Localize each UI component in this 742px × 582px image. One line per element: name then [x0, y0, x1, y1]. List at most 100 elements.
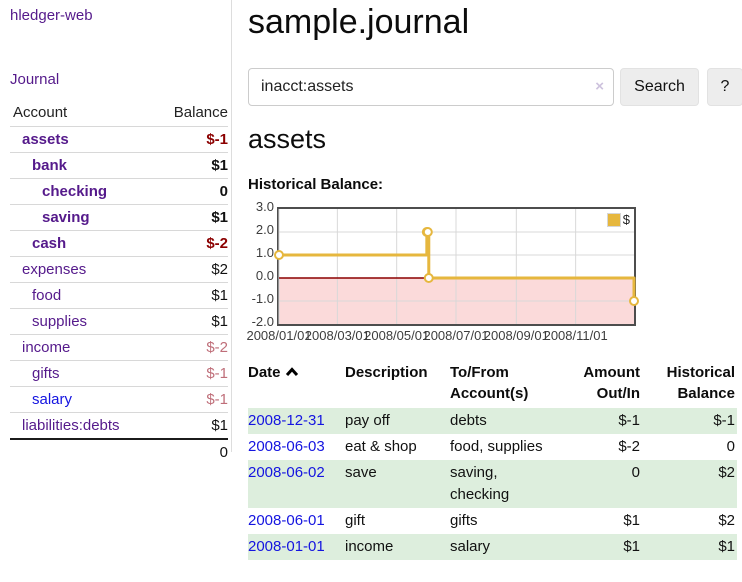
amount-cell: $-2 — [618, 438, 640, 455]
description-cell: pay off — [345, 412, 390, 429]
y-axis-label: -2.0 — [251, 314, 274, 329]
account-row: checking 0 — [10, 178, 228, 204]
chart-title: Historical Balance: — [248, 176, 384, 193]
account-link[interactable]: saving — [42, 209, 90, 226]
account-link[interactable]: salary — [32, 391, 73, 408]
accounts-cell: food, supplies — [450, 438, 543, 455]
accounts-cell: debts — [450, 412, 487, 429]
account-balance: $-2 — [206, 339, 228, 356]
account-link[interactable]: liabilities:debts — [22, 417, 120, 434]
transaction-date-link[interactable]: 2008-06-02 — [248, 464, 325, 481]
account-row: food $1 — [10, 282, 228, 308]
account-link[interactable]: supplies — [32, 313, 88, 330]
clear-search-icon[interactable]: × — [595, 78, 604, 95]
search-button[interactable]: Search — [620, 68, 699, 106]
register-header-row: Date Description To/From Account(s) Amoun… — [248, 359, 737, 408]
accounts-cell: gifts — [450, 512, 478, 529]
account-link[interactable]: bank — [32, 157, 68, 174]
account-row: bank $1 — [10, 152, 228, 178]
balance-cell: $2 — [718, 464, 735, 481]
description-cell: income — [345, 538, 394, 555]
account-link[interactable]: assets — [22, 131, 69, 148]
account-row: assets $-1 — [10, 126, 228, 152]
sort-ascending-icon — [285, 367, 298, 377]
account-row: cash $-2 — [10, 230, 228, 256]
description-cell: eat & shop — [345, 438, 417, 455]
y-axis-label: 2.0 — [255, 222, 274, 237]
total-row: 0 — [10, 438, 228, 465]
account-row: supplies $1 — [10, 308, 228, 334]
brand-link[interactable]: hledger-web — [10, 7, 93, 24]
data-point-marker — [422, 227, 433, 237]
description-column-header: Description — [345, 364, 428, 381]
account-link[interactable]: checking — [42, 183, 108, 200]
y-axis-label: 1.0 — [255, 245, 274, 260]
date-column-header[interactable]: Date — [248, 359, 345, 408]
amount-cell: $-1 — [618, 412, 640, 429]
transaction-row: 2008-06-02 save saving, checking 0 $2 — [248, 460, 737, 508]
account-column-header: Account — [13, 104, 68, 121]
chart-legend: $ — [605, 212, 631, 227]
transaction-row: 2008-12-31 pay off debts $-1 $-1 — [248, 408, 737, 434]
accounts-cell: saving, checking — [450, 464, 510, 503]
transaction-date-link[interactable]: 2008-12-31 — [248, 412, 325, 429]
balance-column-header: Balance — [173, 104, 228, 121]
search-input-wrap: × — [248, 68, 614, 106]
amount-column-header: Amount Out/In — [583, 364, 640, 402]
account-balance: $1 — [211, 417, 228, 434]
amount-cell: 0 — [631, 464, 640, 481]
balance-column-header: Historical Balance — [666, 364, 735, 402]
amount-cell: $1 — [623, 512, 640, 529]
balance-cell: $-1 — [713, 412, 735, 429]
account-balance: $1 — [211, 313, 228, 330]
transaction-row: 2008-06-03 eat & shop food, supplies $-2 0 — [248, 434, 737, 460]
chart-plot-area: $ — [274, 207, 639, 326]
balance-cell: $1 — [718, 538, 735, 555]
transaction-row: 2008-06-01 gift gifts $1 $2 — [248, 508, 737, 534]
data-point-marker — [629, 296, 639, 306]
transaction-row: 2008-01-01 income salary $1 $1 — [248, 534, 737, 560]
account-link[interactable]: income — [22, 339, 71, 356]
balance-cell: $2 — [718, 512, 735, 529]
y-axis-label: 3.0 — [255, 199, 274, 214]
sidebar: hledger-web Journal Account Balance asse… — [0, 0, 232, 461]
x-axis-label: 2008/05/01 — [364, 328, 430, 343]
help-button[interactable]: ? — [707, 68, 742, 106]
y-axis-label: 0.0 — [255, 268, 274, 283]
data-point-marker — [274, 250, 284, 260]
x-axis-label: 2008/01/01 — [246, 328, 312, 343]
account-row: salary $-1 — [10, 386, 228, 412]
x-axis-label: 2008/11/01 — [543, 328, 608, 343]
balance-cell: 0 — [726, 438, 735, 455]
description-cell: save — [345, 464, 377, 481]
account-balance: $-1 — [206, 365, 228, 382]
account-link[interactable]: gifts — [32, 365, 60, 382]
transaction-date-link[interactable]: 2008-06-01 — [248, 512, 325, 529]
x-axis-label: 2008/09/01 — [483, 328, 549, 343]
x-axis-label: 2008/07/01 — [423, 328, 489, 343]
account-link[interactable]: food — [32, 287, 62, 304]
account-link[interactable]: cash — [32, 235, 67, 252]
account-balance: $-1 — [206, 391, 228, 408]
sidebar-item-journal[interactable]: Journal — [10, 71, 60, 88]
description-cell: gift — [345, 512, 366, 529]
historical-balance-chart: 3.0 2.0 1.0 0.0 -1.0 -2.0 $ 2008/01/01 2008/03… — [246, 199, 742, 348]
legend-swatch-icon — [606, 212, 621, 227]
accounts-cell: salary — [450, 538, 491, 555]
account-row: gifts $-1 — [10, 360, 228, 386]
account-balance: $-2 — [206, 235, 228, 252]
account-balance: $1 — [211, 287, 228, 304]
account-balance: $2 — [211, 261, 228, 278]
account-balance: 0 — [219, 183, 228, 200]
search-input[interactable] — [248, 68, 614, 106]
transaction-date-link[interactable]: 2008-06-03 — [248, 438, 325, 455]
legend-label: $ — [622, 212, 630, 227]
total-balance: 0 — [219, 444, 228, 461]
y-axis-label: -1.0 — [251, 291, 274, 306]
account-row: liabilities:debts $1 — [10, 412, 228, 438]
main-content: sample.journal × Search ? assets Histori… — [246, 0, 742, 582]
account-balance: $-1 — [206, 131, 228, 148]
transaction-date-link[interactable]: 2008-01-01 — [248, 538, 325, 555]
account-row: saving $1 — [10, 204, 228, 230]
account-link[interactable]: expenses — [22, 261, 87, 278]
